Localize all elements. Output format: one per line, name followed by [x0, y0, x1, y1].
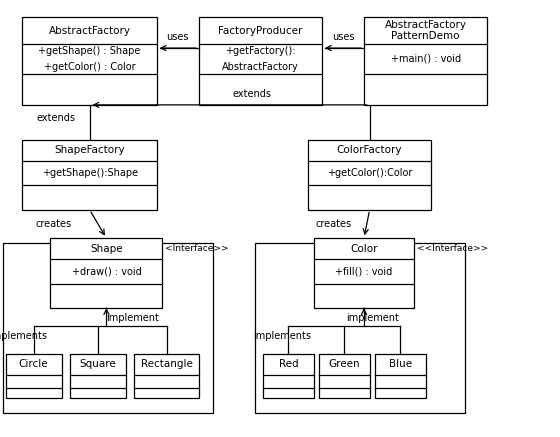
- Text: Color: Color: [350, 244, 378, 253]
- Bar: [50, 238, 162, 308]
- Bar: [308, 140, 431, 210]
- Text: ColorFactory: ColorFactory: [337, 146, 402, 155]
- Bar: [319, 354, 370, 398]
- Bar: [263, 354, 314, 398]
- Text: uses: uses: [332, 32, 354, 42]
- Bar: [364, 17, 487, 105]
- Text: Square: Square: [80, 360, 116, 369]
- Text: extends: extends: [36, 113, 76, 123]
- Text: AbstractFactory
PatternDemo: AbstractFactory PatternDemo: [385, 20, 466, 42]
- Text: +getShape() : Shape: +getShape() : Shape: [39, 46, 141, 56]
- Text: +getShape():Shape: +getShape():Shape: [41, 168, 138, 178]
- Text: Circle: Circle: [19, 360, 48, 369]
- Text: +getColor() : Color: +getColor() : Color: [44, 62, 136, 72]
- Text: <Interface>>: <Interface>>: [165, 244, 229, 253]
- Bar: [22, 17, 157, 105]
- Bar: [6, 354, 62, 398]
- Text: FactoryProducer: FactoryProducer: [218, 26, 302, 35]
- Text: Blue: Blue: [389, 360, 412, 369]
- Text: +main() : void: +main() : void: [390, 54, 461, 64]
- Text: +getColor():Color: +getColor():Color: [327, 168, 412, 178]
- Bar: [134, 354, 199, 398]
- Text: +fill() : void: +fill() : void: [335, 267, 393, 276]
- Bar: [199, 17, 322, 105]
- Text: +draw() : void: +draw() : void: [72, 267, 141, 276]
- Bar: [3, 243, 213, 413]
- Text: AbstractFactory: AbstractFactory: [49, 26, 130, 35]
- Bar: [22, 140, 157, 210]
- Text: Rectangle: Rectangle: [141, 360, 193, 369]
- Text: implements: implements: [253, 332, 311, 341]
- Text: AbstractFactory: AbstractFactory: [222, 62, 299, 72]
- Bar: [314, 238, 414, 308]
- Text: ShapeFactory: ShapeFactory: [54, 146, 125, 155]
- Text: implement: implement: [106, 313, 158, 323]
- Bar: [255, 243, 465, 413]
- Text: uses: uses: [166, 32, 189, 42]
- Text: <<Interface>>: <<Interface>>: [417, 244, 488, 253]
- Text: creates: creates: [315, 219, 351, 229]
- Text: Green: Green: [329, 360, 360, 369]
- Bar: [375, 354, 426, 398]
- Text: implements: implements: [0, 332, 48, 341]
- Bar: [70, 354, 126, 398]
- Text: creates: creates: [35, 219, 71, 229]
- Text: Shape: Shape: [90, 244, 123, 253]
- Text: Red: Red: [278, 360, 298, 369]
- Text: extends: extends: [232, 89, 272, 99]
- Text: +getFactory():: +getFactory():: [225, 46, 296, 56]
- Text: implement: implement: [346, 313, 399, 323]
